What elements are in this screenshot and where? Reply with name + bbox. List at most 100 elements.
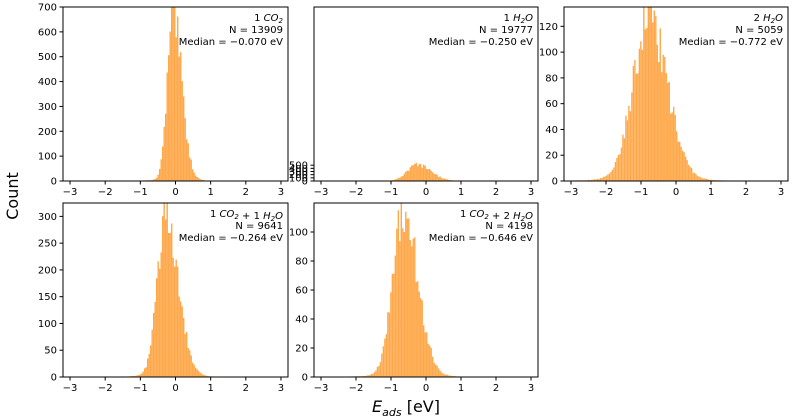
histogram-bar <box>598 178 600 181</box>
histogram-bar <box>172 7 174 181</box>
histogram-bar <box>147 358 149 377</box>
histogram-bar <box>382 346 385 377</box>
histogram-bar <box>135 375 137 377</box>
histogram-bar <box>632 66 635 181</box>
x-tick-label: −3 <box>314 187 329 198</box>
histogram-bar <box>178 296 180 377</box>
y-axis-label: Count <box>3 172 22 220</box>
x-tick-label: 3 <box>528 383 534 394</box>
histogram-bar <box>175 259 177 377</box>
histogram-bar <box>647 7 650 181</box>
histogram-bar <box>446 374 449 377</box>
y-tick-label: 40 <box>295 315 308 326</box>
histogram-bar <box>387 312 389 377</box>
histogram-bar <box>166 72 168 181</box>
histogram-bar <box>180 52 182 181</box>
y-tick-label: 60 <box>545 99 558 110</box>
x-tick-label: −2 <box>599 187 614 198</box>
histogram-bar <box>670 113 672 181</box>
histogram-bar <box>701 178 703 181</box>
y-tick-label: 100 <box>38 319 57 330</box>
histogram-bar <box>394 255 397 377</box>
y-tick-label: 0 <box>51 373 57 384</box>
histogram-bar <box>698 176 700 181</box>
histogram-bar <box>192 169 194 181</box>
histogram-bar <box>400 176 402 181</box>
x-tick-label: 3 <box>528 187 534 198</box>
histogram-bar <box>154 301 156 377</box>
x-tick-label: 2 <box>743 187 749 198</box>
y-tick-label: 100 <box>289 228 308 239</box>
histogram-bars <box>564 7 747 182</box>
sample-count: N = 5059 <box>735 25 783 36</box>
x-tick-label: −2 <box>349 187 364 198</box>
x-tick-label: −1 <box>634 187 649 198</box>
y-tick-label: 150 <box>38 292 57 303</box>
histogram-bar <box>183 96 185 181</box>
histogram-bar <box>138 375 140 377</box>
histogram-bar <box>644 29 647 181</box>
histogram-bar <box>396 178 398 181</box>
histogram-bar <box>196 369 198 377</box>
histogram-bar <box>439 370 441 377</box>
histogram-bar <box>396 228 398 377</box>
histogram-bar <box>157 261 159 377</box>
x-tick-label: 3 <box>278 383 284 394</box>
histogram-bar <box>397 178 400 181</box>
histogram-bar <box>400 203 402 377</box>
histogram-bar <box>418 291 420 377</box>
histogram-bar <box>705 178 708 181</box>
histogram-bar <box>687 164 690 181</box>
histogram-bar <box>163 126 165 181</box>
histogram-bar <box>168 233 170 377</box>
histogram-bar <box>599 178 602 181</box>
histogram-bar <box>133 375 135 377</box>
histogram-bar <box>430 170 432 181</box>
histogram-bar <box>370 373 373 377</box>
histogram-bar <box>156 278 158 377</box>
histogram-bar <box>139 374 141 377</box>
histogram-bar <box>394 179 397 181</box>
histogram-bar <box>195 175 197 181</box>
histogram-bar <box>673 106 675 181</box>
histogram-bar <box>390 292 392 377</box>
histogram-bar <box>381 353 383 377</box>
histogram-bar <box>189 157 191 181</box>
histogram-bar <box>415 162 417 181</box>
histogram-bar <box>402 176 404 181</box>
histogram-bar <box>683 152 685 181</box>
y-tick-label: 60 <box>295 286 308 297</box>
y-tick-label: 80 <box>545 73 558 84</box>
histogram-bar <box>623 138 626 181</box>
median-label: Median = −0.646 eV <box>429 233 533 244</box>
histogram-bar <box>196 177 198 181</box>
histogram-bar <box>181 81 183 181</box>
histogram-bar <box>411 246 413 377</box>
y-tick-label: 300 <box>38 102 57 113</box>
histogram-bar <box>190 355 192 377</box>
histogram-bar <box>399 177 401 181</box>
histogram-bar <box>162 216 164 377</box>
histogram-bar <box>431 172 434 181</box>
x-tick-label: −1 <box>133 383 148 394</box>
system-label: 1 CO2 <box>254 13 283 25</box>
histogram-bar <box>619 154 621 181</box>
histogram-bars <box>388 162 456 181</box>
histogram-bar <box>141 373 143 377</box>
histogram-bar <box>658 62 660 182</box>
x-tick-label: −1 <box>133 187 148 198</box>
histogram-bar <box>445 374 447 377</box>
histogram-bar <box>707 179 709 181</box>
x-tick-label: 0 <box>172 383 178 394</box>
histogram-bar <box>193 364 195 377</box>
histogram-bar <box>436 365 438 377</box>
histogram-bar <box>378 365 380 377</box>
histogram-bar <box>427 169 429 181</box>
histogram-bar <box>385 334 388 377</box>
histogram-bar <box>626 120 629 181</box>
histogram-bar <box>442 178 444 181</box>
histogram-bar <box>430 347 432 377</box>
histogram-bar <box>157 174 159 181</box>
histogram-bar <box>391 273 394 377</box>
